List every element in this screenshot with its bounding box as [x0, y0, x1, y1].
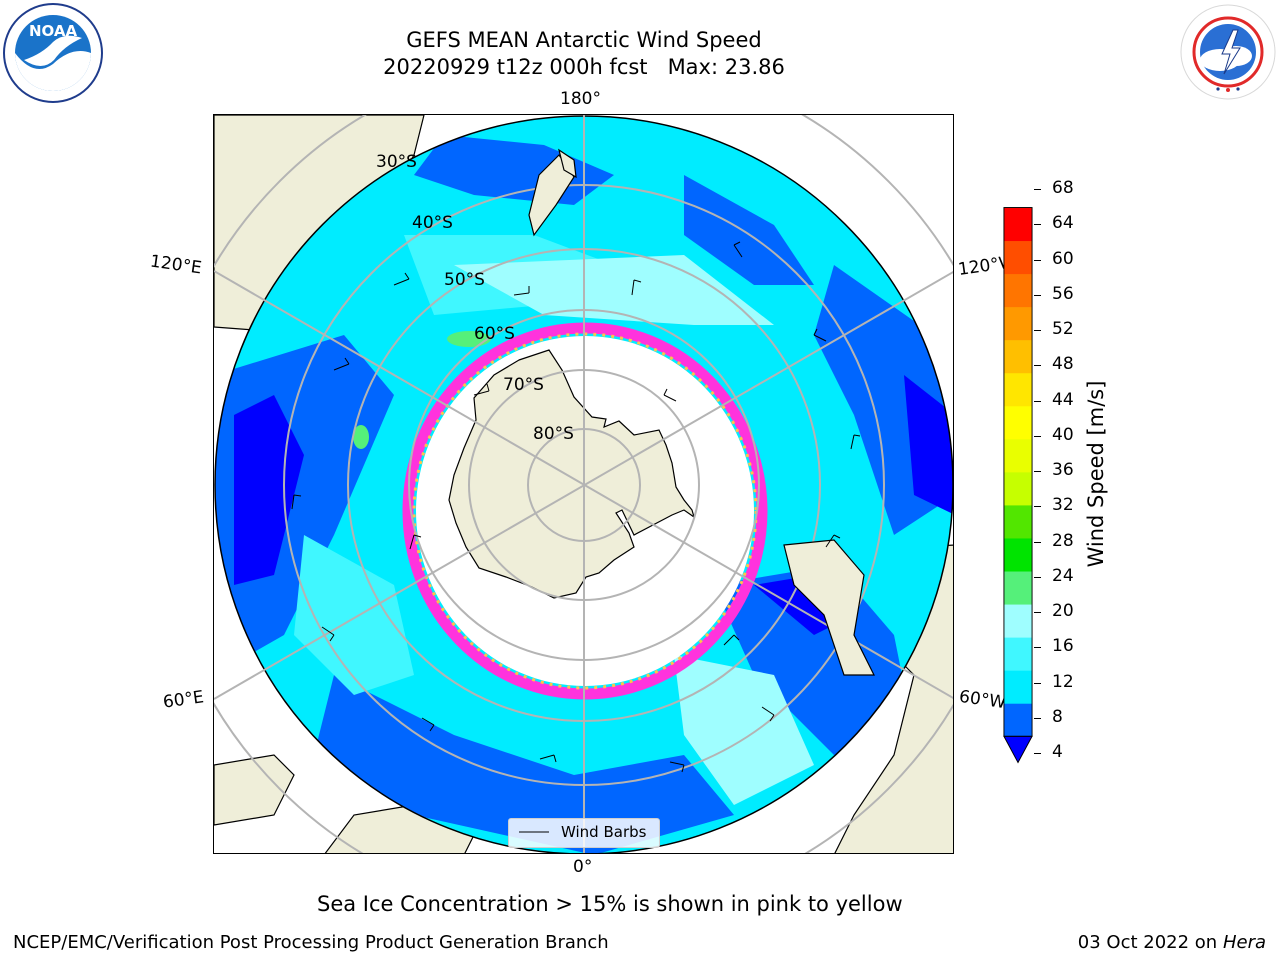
lat-label-50s: 50°S: [444, 270, 485, 290]
footer-machine: Hera: [1222, 932, 1266, 953]
noaa-logo: NOAA: [3, 3, 103, 103]
colorbar-cell: [1003, 637, 1033, 671]
colorbar-tick: 52: [1052, 319, 1074, 339]
colorbar-tick: 12: [1052, 671, 1074, 692]
colorbar-tick: 8: [1052, 706, 1063, 727]
polar-map: [213, 114, 954, 854]
colorbar-tick-mark: [1034, 576, 1041, 578]
colorbar-tick: 32: [1052, 495, 1074, 516]
colorbar-cell: [1003, 372, 1033, 407]
colorbar-cell: [1003, 538, 1033, 572]
colorbar-cell: [1003, 571, 1033, 605]
colorbar-tick-mark: [1034, 330, 1041, 331]
map-legend: Wind Barbs: [508, 818, 660, 848]
nws-logo: [1180, 4, 1276, 100]
colorbar-tick-mark: [1034, 647, 1041, 649]
continents-in-disk: [528, 148, 875, 676]
colorbar-cell: [1003, 339, 1033, 374]
colorbar-tick-mark: [1034, 506, 1041, 508]
colorbar-cell: [1003, 703, 1033, 737]
colorbar-cell: [1003, 207, 1033, 242]
lat-label-60s: 60°S: [474, 324, 515, 344]
footer-date: 03 Oct 2022 on Hera: [1078, 932, 1266, 953]
lat-label-40s: 40°S: [412, 213, 453, 233]
colorbar-tick-mark: [1034, 471, 1041, 472]
title-line-2: 20220929 t12z 000h fcst Max: 23.86: [383, 55, 785, 79]
lon-label-60e: 60°E: [161, 687, 206, 713]
lon-label-60w: 60°W: [957, 686, 1008, 714]
colorbar-tick-mark: [1034, 612, 1041, 613]
colorbar-tick-mark: [1034, 224, 1041, 226]
colorbar-tick-mark: [1034, 541, 1041, 543]
colorbar-cell: [1003, 405, 1033, 440]
colorbar-tick: 4: [1052, 742, 1063, 762]
sea-ice-note: Sea Ice Concentration > 15% is shown in …: [317, 892, 903, 916]
colorbar-under-arrow: [1003, 735, 1033, 764]
colorbar-tick: 20: [1052, 601, 1074, 621]
colorbar-tick-mark: [1034, 717, 1041, 719]
colorbar-cell: [1003, 504, 1033, 539]
colorbar-tick: 36: [1052, 460, 1074, 480]
antarctica-land: [448, 349, 696, 599]
lat-label-70s: 70°S: [503, 375, 544, 395]
colorbar-cell: [1003, 604, 1033, 638]
colorbar-cell: [1003, 306, 1033, 341]
legend-label: Wind Barbs: [561, 823, 647, 841]
colorbar-tick-mark: [1034, 294, 1041, 296]
colorbar-tick-mark: [1034, 753, 1041, 754]
title-line-1: GEFS MEAN Antarctic Wind Speed: [406, 28, 762, 52]
colorbar-cell: [1003, 438, 1033, 473]
colorbar-cell: [1003, 273, 1033, 308]
map-canvas: [214, 115, 953, 853]
colorbar-cell: [1003, 240, 1033, 275]
chart-title: GEFS MEAN Antarctic Wind Speed 20220929 …: [284, 27, 884, 81]
colorbar-tick: 28: [1052, 530, 1074, 551]
colorbar-tick-mark: [1034, 189, 1041, 190]
colorbar-tick: 24: [1052, 565, 1074, 586]
colorbar-tick-mark: [1034, 682, 1041, 684]
colorbar-tick: 68: [1052, 178, 1074, 198]
colorbar-tick: 44: [1052, 389, 1074, 410]
colorbar-tick: 16: [1052, 636, 1074, 657]
lon-label-180: 180°: [560, 89, 601, 109]
colorbar-label: Wind Speed [m/s]: [1084, 380, 1108, 568]
lon-label-0: 0°: [573, 857, 593, 877]
colorbar-tick-mark: [1034, 400, 1041, 402]
lat-label-80s: 80°S: [533, 424, 574, 444]
colorbar-cell: [1003, 471, 1033, 506]
wind-barbs: [291, 241, 861, 773]
colorbar-tick: 56: [1052, 283, 1074, 304]
colorbar-tick-mark: [1034, 259, 1041, 261]
footer-date-text: 03 Oct 2022 on: [1077, 932, 1218, 953]
noaa-logo-text: NOAA: [29, 22, 78, 40]
colorbar-cell: [1003, 670, 1033, 704]
legend-barb-line: [519, 831, 549, 833]
colorbar-tick: 48: [1052, 354, 1074, 375]
colorbar-tick-mark: [1034, 435, 1041, 437]
colorbar: [1003, 207, 1033, 764]
colorbar-tick: 60: [1052, 248, 1074, 269]
colorbar-tick: 64: [1052, 213, 1074, 234]
lon-label-120e: 120°E: [148, 251, 203, 279]
lat-label-30s: 30°S: [376, 152, 417, 172]
colorbar-tick-mark: [1034, 365, 1041, 367]
colorbar-tick: 40: [1052, 424, 1074, 445]
footer-org: NCEP/EMC/Verification Post Processing Pr…: [13, 932, 609, 953]
